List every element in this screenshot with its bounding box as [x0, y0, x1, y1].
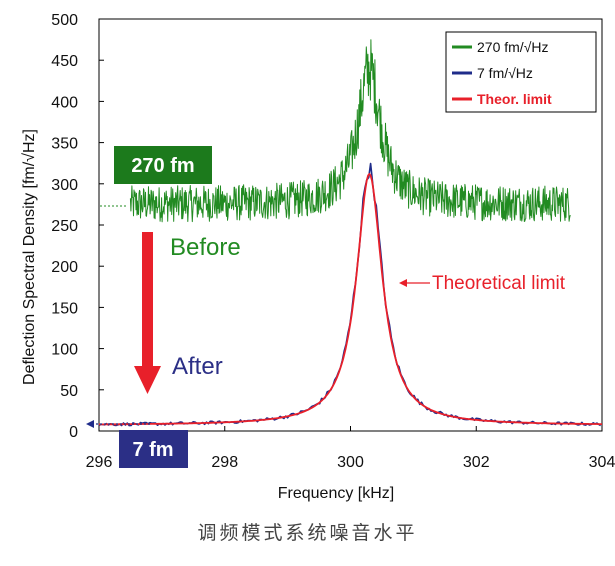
- y-tick-label: 200: [51, 259, 78, 276]
- badge-7fm: [119, 430, 188, 468]
- figure-caption: 调频模式系统噪音水平: [197, 522, 418, 544]
- y-tick-label: 0: [69, 424, 78, 441]
- theoretical-limit-label: Theoretical limit: [432, 273, 566, 294]
- y-tick-label: 100: [51, 342, 78, 359]
- series-layer: [98, 39, 602, 427]
- x-tick-label: 302: [463, 454, 490, 471]
- y-tick-label: 250: [51, 218, 78, 235]
- badge-7fm-label: 7 fm: [132, 439, 173, 461]
- legend-label-theor: Theor. limit: [477, 91, 552, 107]
- series-line-green: [129, 39, 571, 223]
- blue-level-arrowhead: [86, 420, 94, 428]
- y-tick-label: 450: [51, 53, 78, 70]
- theoretical-limit-arrowhead: [399, 279, 407, 287]
- x-tick-label: 304: [589, 454, 615, 471]
- before-label: Before: [170, 234, 241, 261]
- after-label: After: [172, 353, 223, 380]
- y-axis-ticks: 0 50 100 150 200 250 300 350 400 450 500: [51, 12, 104, 441]
- y-tick-label: 50: [60, 383, 78, 400]
- legend-label-7: 7 fm/√Hz: [477, 65, 533, 81]
- y-tick-label: 300: [51, 177, 78, 194]
- badge-270fm-label: 270 fm: [131, 155, 194, 177]
- y-tick-label: 150: [51, 300, 78, 317]
- series-line-red: [99, 172, 602, 426]
- x-tick-label: 296: [86, 454, 113, 471]
- y-tick-label: 500: [51, 12, 78, 29]
- badge-270fm: [114, 146, 212, 184]
- red-arrow-shaft: [142, 232, 153, 366]
- y-tick-label: 350: [51, 136, 78, 153]
- y-axis-title: Deflection Spectral Density [fm/√Hz]: [21, 129, 38, 385]
- legend-label-270: 270 fm/√Hz: [477, 39, 548, 55]
- x-axis-title: Frequency [kHz]: [278, 485, 394, 502]
- y-tick-label: 400: [51, 94, 78, 111]
- x-axis-ticks: 296 298 300 302 304: [86, 426, 615, 471]
- x-tick-label: 298: [211, 454, 238, 471]
- red-arrow-head: [134, 366, 161, 394]
- x-tick-label: 300: [337, 454, 364, 471]
